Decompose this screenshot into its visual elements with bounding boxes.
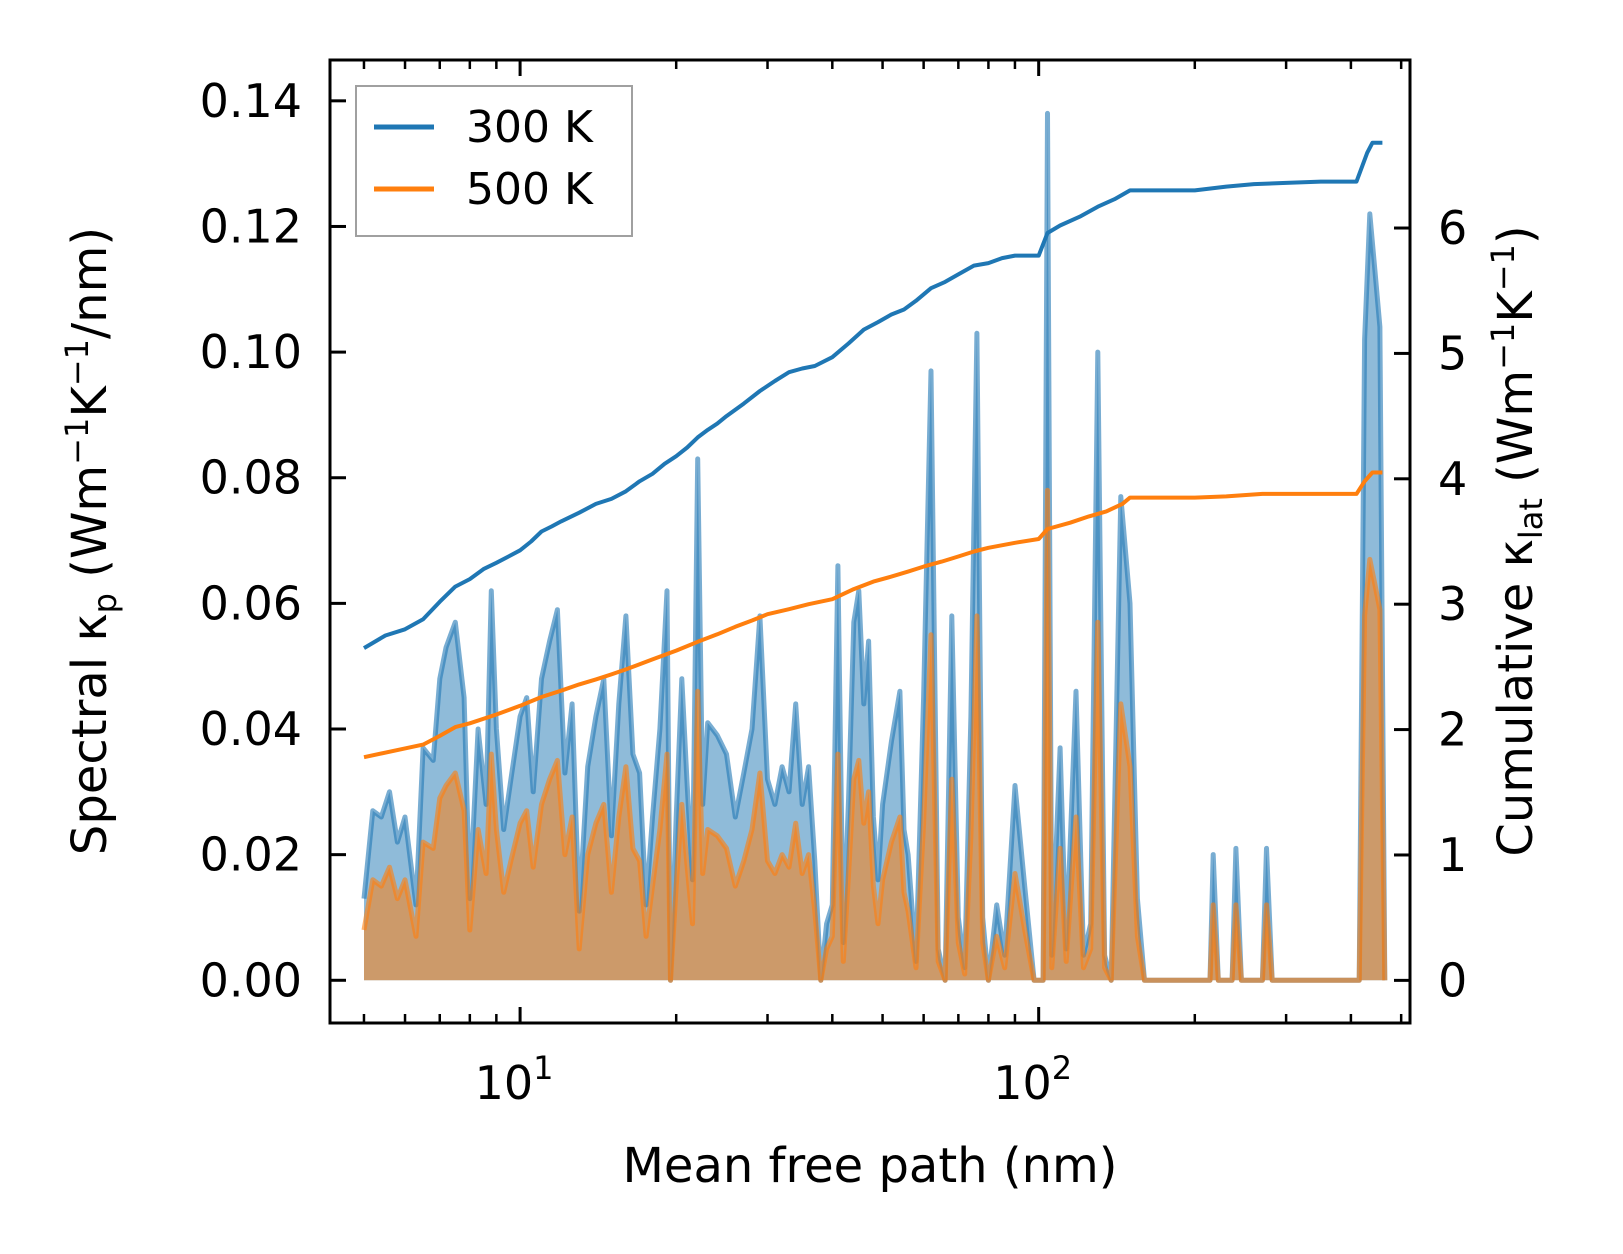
- spectral-area-500k: [364, 490, 1385, 981]
- y-right-tick-label: 0: [1438, 953, 1467, 1007]
- ylabel-left-sup1: −1: [58, 418, 96, 465]
- y-left-tick-label: 0.02: [200, 828, 302, 882]
- legend-label-300k: 300 K: [466, 102, 594, 153]
- y-right-tick-label: 3: [1438, 577, 1467, 631]
- ylabel-right-unit-close: ): [1488, 225, 1544, 244]
- ylabel-left-sub: p: [86, 593, 124, 613]
- cumulative-line-300k: [362, 140, 1383, 650]
- plot-frame: [328, 58, 1412, 1025]
- x-axis-label: Mean free path (nm): [623, 1138, 1118, 1194]
- ylabel-left-sup2: −1: [58, 339, 96, 386]
- data-lines: [362, 140, 1383, 760]
- y-axis-label-left: Spectral κp (Wm−1K−1/nm): [58, 227, 124, 855]
- ylabel-right-sup2: −1: [1484, 244, 1522, 291]
- ylabel-left-prefix: Spectral κ: [62, 613, 118, 855]
- y-right-tick-label: 6: [1438, 201, 1467, 255]
- ylabel-right-sub: lat: [1512, 498, 1550, 539]
- y-left-tick-label: 0.12: [200, 199, 302, 253]
- spectral-line-500k: [361, 487, 1388, 983]
- y-right-tick-label: 2: [1438, 703, 1467, 757]
- y-right-tick-label: 1: [1438, 828, 1467, 882]
- y-right-tick-label: 4: [1438, 452, 1467, 506]
- y-right-tick-label: 5: [1438, 326, 1467, 380]
- legend-box: [355, 85, 633, 237]
- y-axis-label-right: Cumulative κlat (Wm−1K−1): [1484, 225, 1550, 856]
- y-left-tick-label: 0.00: [200, 953, 302, 1007]
- ylabel-right-prefix: Cumulative κ: [1488, 539, 1544, 857]
- y-left-tick-label: 0.04: [200, 702, 302, 756]
- y-left-tick-label: 0.10: [200, 325, 302, 379]
- ylabel-left-mid: K: [62, 385, 118, 418]
- y-left-tick-label: 0.08: [200, 451, 302, 505]
- axis-ticks: 0.00 0.02 0.04 0.06 0.08 0.10 0.12 0.14 0 1 2 3 4 5 6 1…: [200, 60, 1467, 1110]
- x-tick-label: 101: [475, 1049, 554, 1110]
- legend: 300 K 500 K: [355, 85, 633, 237]
- ylabel-right-sup1: −1: [1484, 323, 1522, 370]
- y-left-tick-label: 0.14: [200, 74, 302, 128]
- y-left-tick-label: 0.06: [200, 576, 302, 630]
- cumulative-line-500k: [363, 470, 1383, 760]
- ylabel-right-mid: K: [1488, 290, 1544, 323]
- ylabel-right-unit-open: (Wm: [1488, 370, 1544, 498]
- x-tick-label: 102: [993, 1049, 1072, 1110]
- legend-label-500k: 500 K: [466, 164, 594, 215]
- ylabel-left-unit-open: (Wm: [62, 465, 118, 593]
- spectral-fills: [361, 110, 1388, 983]
- ylabel-left-unit-close: /nm): [62, 227, 118, 339]
